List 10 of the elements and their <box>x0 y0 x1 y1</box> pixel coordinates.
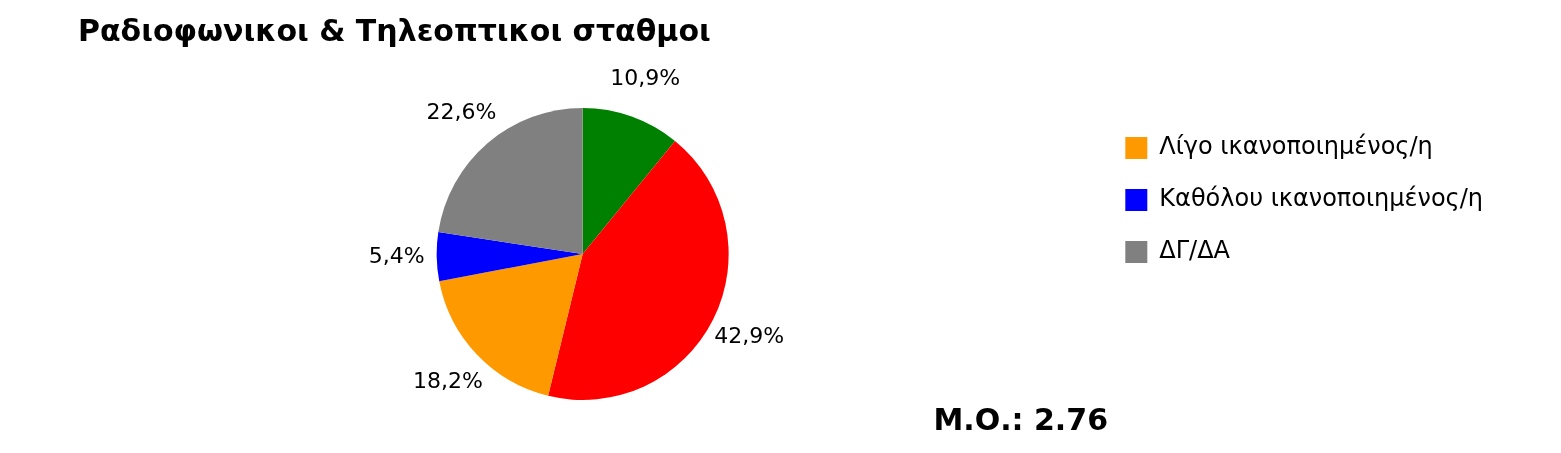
legend-label: Λίγο ικανοποιημένος/η <box>1159 132 1433 161</box>
data-label: 22,6% <box>426 98 497 124</box>
data-label: 5,4% <box>368 243 425 269</box>
legend-label: Καθόλου ικανοποιημένος/η <box>1159 184 1483 213</box>
data-label: 18,2% <box>412 367 483 393</box>
data-label: 42,9% <box>714 322 785 348</box>
legend-label: ΔΓ/ΔΑ <box>1159 236 1231 265</box>
data-label: 10,9% <box>610 64 681 90</box>
text: Μ.Ο.: 2.76 <box>933 401 1108 437</box>
chart-title: Ραδιοφωνικοι & Τηλεοπτικοι σταθμοι <box>78 12 711 48</box>
